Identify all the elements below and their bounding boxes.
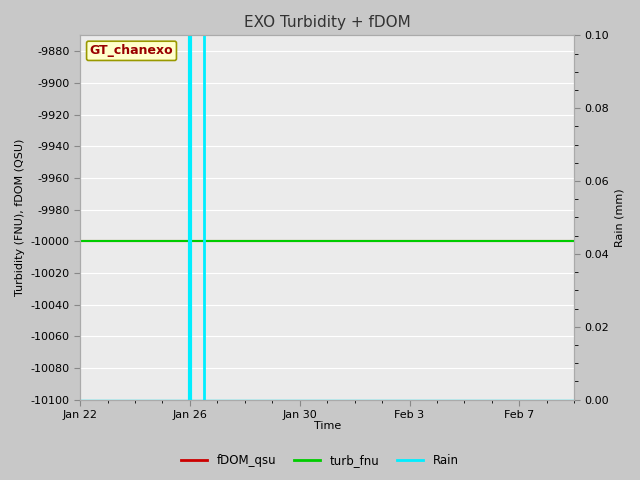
Y-axis label: Turbidity (FNU), fDOM (QSU): Turbidity (FNU), fDOM (QSU) bbox=[15, 139, 25, 296]
Legend: fDOM_qsu, turb_fnu, Rain: fDOM_qsu, turb_fnu, Rain bbox=[177, 449, 463, 472]
Title: EXO Turbidity + fDOM: EXO Turbidity + fDOM bbox=[244, 15, 411, 30]
Text: GT_chanexo: GT_chanexo bbox=[90, 44, 173, 57]
X-axis label: Time: Time bbox=[314, 421, 341, 432]
Y-axis label: Rain (mm): Rain (mm) bbox=[615, 188, 625, 247]
